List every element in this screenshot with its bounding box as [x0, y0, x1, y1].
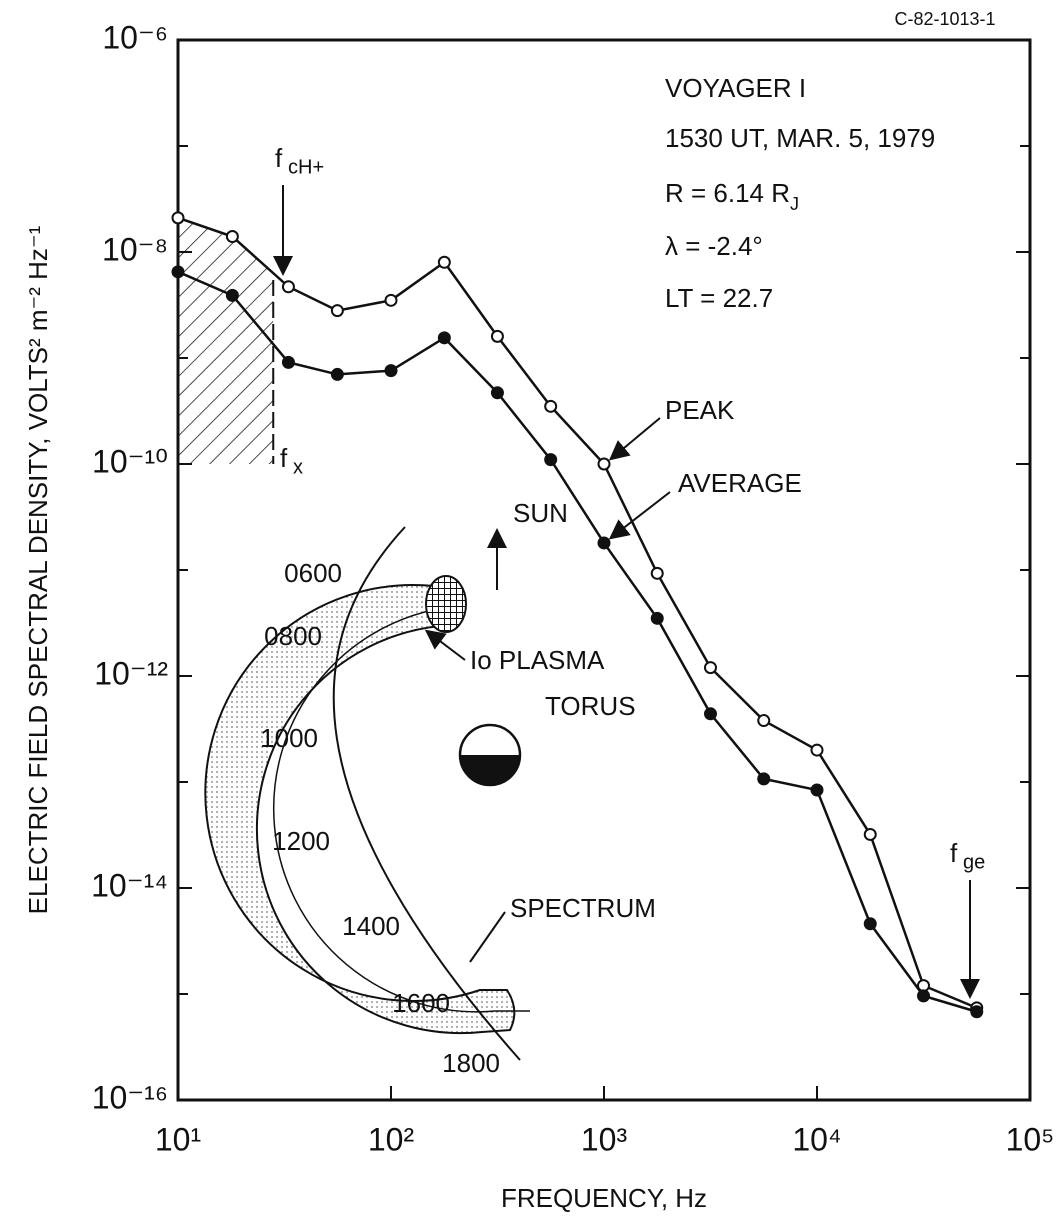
data-point	[865, 829, 876, 840]
y-axis-label: ELECTRIC FIELD SPECTRAL DENSITY, VOLTS² …	[23, 225, 53, 914]
y-tick-label: 10⁻¹²	[94, 655, 168, 691]
info-line: VOYAGER I	[665, 73, 806, 103]
time-label: 1200	[272, 826, 330, 856]
data-point	[492, 387, 503, 398]
x-tick-label: 10⁵	[1006, 1121, 1055, 1157]
time-label: 1800	[442, 1048, 500, 1078]
y-tick-label: 10⁻⁸	[102, 231, 168, 267]
inset-label: SUN	[513, 498, 568, 528]
y-tick-label: 10⁻¹⁶	[92, 1079, 168, 1115]
inset-label: TORUS	[545, 691, 636, 721]
data-point	[492, 331, 503, 342]
arrow	[470, 912, 505, 962]
hatch-region	[178, 40, 273, 464]
data-point	[439, 257, 450, 268]
data-point	[227, 231, 238, 242]
annotation-sub: x	[293, 456, 303, 478]
data-point	[439, 332, 450, 343]
data-point	[758, 715, 769, 726]
series-label: PEAK	[665, 395, 735, 425]
time-label: 1400	[342, 911, 400, 941]
y-tick-label: 10⁻¹⁰	[92, 443, 168, 479]
figure-id: C-82-1013-1	[894, 9, 995, 29]
x-tick-label: 10⁴	[792, 1121, 841, 1157]
chart: C-82-1013-1 FREQUENCY, Hz ELECTRIC FIELD…	[0, 0, 1058, 1224]
info-line: R = 6.14 R	[665, 178, 790, 208]
data-point	[812, 785, 823, 796]
data-point	[599, 459, 610, 470]
data-point	[758, 773, 769, 784]
data-point	[865, 918, 876, 929]
data-point	[283, 281, 294, 292]
annotation-sub: ge	[963, 851, 985, 873]
data-point	[173, 266, 184, 277]
data-point	[545, 454, 556, 465]
data-point	[545, 401, 556, 412]
data-point	[971, 1006, 982, 1017]
data-point	[705, 708, 716, 719]
info-subscript: J	[790, 194, 799, 214]
info-line: LT = 22.7	[665, 283, 773, 313]
data-point	[652, 613, 663, 624]
annotation: f	[280, 443, 288, 473]
x-axis-label: FREQUENCY, Hz	[501, 1183, 707, 1213]
annotation-sub: cH+	[288, 156, 324, 178]
y-tick-label: 10⁻¹⁴	[91, 867, 168, 903]
arrow	[428, 632, 465, 660]
info: VOYAGER I 1530 UT, MAR. 5, 1979 R = 6.14…	[665, 73, 935, 313]
data-point	[332, 369, 343, 380]
series-label: AVERAGE	[678, 468, 802, 498]
data-point	[386, 295, 397, 306]
inset-label: Io PLASMA	[470, 645, 605, 675]
annotation: f	[275, 143, 283, 173]
planet-night	[460, 755, 520, 785]
annotation: f	[950, 838, 958, 868]
torus	[205, 585, 514, 1033]
time-label: 0800	[264, 621, 322, 651]
time-label: 0600	[284, 558, 342, 588]
time-label: 1600	[392, 988, 450, 1018]
data-point	[918, 990, 929, 1001]
inset: SUN Io PLASMA TORUS SPECTRUM 0600 0800 1…	[205, 498, 656, 1078]
torus-section	[426, 576, 466, 632]
data-point	[173, 212, 184, 223]
inset-label: SPECTRUM	[510, 893, 656, 923]
x-tick-label: 10¹	[155, 1121, 201, 1157]
arrow	[612, 418, 660, 458]
data-point	[283, 357, 294, 368]
y-tick-label: 10⁻⁶	[102, 19, 168, 55]
time-label: 1000	[260, 723, 318, 753]
data-point	[812, 745, 823, 756]
data-point	[332, 305, 343, 316]
x-tick-label: 10³	[581, 1121, 628, 1157]
data-point	[227, 290, 238, 301]
info-line: λ = -2.4°	[665, 231, 763, 261]
x-tick-label: 10²	[368, 1121, 415, 1157]
data-point	[386, 365, 397, 376]
data-point	[599, 537, 610, 548]
data-point	[652, 568, 663, 579]
info-line: 1530 UT, MAR. 5, 1979	[665, 123, 935, 153]
data-point	[705, 662, 716, 673]
